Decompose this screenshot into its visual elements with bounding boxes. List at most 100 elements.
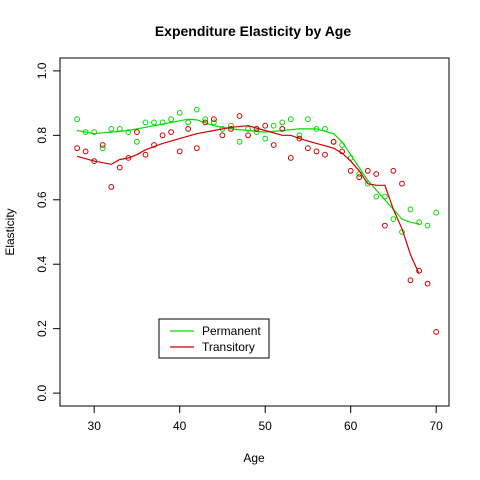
data-point-permanent	[99, 145, 106, 152]
data-point-transitory	[159, 132, 166, 139]
data-point-transitory	[228, 125, 234, 132]
x-tick-label: 60	[344, 419, 358, 433]
legend-label-permanent: Permanent	[202, 324, 261, 338]
data-point-permanent	[193, 106, 200, 113]
data-point-permanent	[305, 116, 311, 123]
data-point-transitory	[296, 135, 303, 142]
data-point-permanent	[134, 138, 140, 145]
data-point-permanent	[296, 132, 303, 139]
data-point-transitory	[219, 132, 226, 139]
y-tick-label: 0.6	[35, 191, 49, 208]
data-point-transitory	[142, 151, 149, 158]
data-point-transitory	[279, 125, 286, 132]
smooth-line-transitory	[76, 125, 420, 275]
data-point-permanent	[322, 125, 328, 132]
x-tick-label: 30	[88, 419, 102, 433]
x-tick-label: 50	[259, 419, 273, 433]
data-point-permanent	[176, 109, 183, 116]
x-tick-label: 70	[429, 419, 443, 433]
data-point-permanent	[202, 116, 209, 123]
data-point-permanent	[211, 119, 217, 126]
data-point-transitory	[433, 329, 440, 335]
data-point-transitory	[185, 125, 192, 132]
plot-frame	[59, 57, 450, 407]
legend-box	[158, 318, 270, 359]
y-axis-label: Elasticity	[3, 208, 17, 255]
y-tick-label: 0.8	[35, 127, 49, 144]
data-point-permanent	[116, 125, 123, 132]
data-point-transitory	[390, 167, 397, 174]
data-point-transitory	[407, 277, 414, 284]
data-point-transitory	[262, 122, 269, 129]
data-point-transitory	[373, 171, 380, 177]
data-point-permanent	[82, 129, 89, 136]
data-point-permanent	[159, 119, 166, 126]
data-point-permanent	[416, 219, 423, 226]
y-tick-label: 0.4	[35, 256, 49, 273]
data-point-transitory	[168, 129, 175, 136]
data-point-transitory	[74, 145, 80, 152]
data-point-transitory	[151, 142, 157, 148]
data-point-transitory	[176, 148, 183, 155]
data-point-permanent	[424, 222, 431, 229]
x-tick-label: 40	[173, 419, 187, 433]
data-point-transitory	[236, 113, 243, 119]
y-axis: 0.0 0.2 0.4 0.6 0.8 1.0	[35, 62, 60, 401]
series-transitory	[74, 113, 440, 335]
data-point-permanent	[433, 209, 440, 216]
data-point-permanent	[91, 129, 98, 136]
data-point-transitory	[339, 148, 346, 155]
data-point-transitory	[270, 142, 277, 148]
chart-title: Expenditure Elasticity by Age	[155, 23, 352, 39]
y-tick-label: 1.0	[35, 62, 49, 79]
data-point-permanent	[108, 125, 115, 132]
series-permanent	[74, 106, 440, 235]
data-point-transitory	[116, 164, 123, 171]
data-point-permanent	[125, 129, 132, 136]
data-point-transitory	[322, 151, 328, 158]
x-axis: 30 40 50 60 70	[88, 406, 443, 433]
data-point-permanent	[185, 119, 192, 126]
data-point-transitory	[108, 184, 115, 190]
data-point-permanent	[245, 125, 252, 132]
data-point-transitory	[287, 155, 294, 161]
data-point-permanent	[74, 116, 80, 123]
data-point-permanent	[373, 193, 380, 200]
data-point-transitory	[356, 174, 363, 181]
data-point-permanent	[407, 206, 414, 213]
data-point-transitory	[193, 145, 200, 152]
data-point-permanent	[262, 135, 269, 142]
data-point-permanent	[168, 116, 175, 123]
data-point-permanent	[287, 116, 294, 123]
data-point-transitory	[305, 145, 311, 152]
data-point-transitory	[202, 119, 209, 126]
data-point-transitory	[330, 138, 337, 145]
data-point-transitory	[82, 148, 89, 155]
data-point-permanent	[313, 125, 320, 132]
data-point-transitory	[347, 167, 354, 174]
data-point-permanent	[142, 119, 149, 126]
data-point-transitory	[399, 180, 405, 187]
data-point-transitory	[416, 267, 423, 274]
x-axis-label: Age	[243, 451, 265, 465]
data-point-transitory	[211, 116, 217, 123]
data-point-permanent	[390, 216, 397, 223]
data-point-transitory	[424, 280, 431, 287]
legend-label-transitory: Transitory	[202, 340, 255, 354]
legend: Permanent Transitory	[158, 318, 270, 359]
data-point-permanent	[270, 122, 277, 129]
data-point-transitory	[253, 125, 260, 132]
series-layer	[74, 106, 440, 335]
data-point-permanent	[151, 119, 157, 126]
data-point-permanent	[228, 122, 234, 129]
data-point-permanent	[253, 129, 260, 136]
data-point-transitory	[313, 148, 320, 155]
y-tick-label: 0.0	[35, 384, 49, 401]
data-point-transitory	[125, 155, 132, 161]
data-point-transitory	[382, 222, 388, 229]
data-point-permanent	[382, 193, 388, 200]
data-point-transitory	[134, 129, 140, 136]
data-point-transitory	[364, 167, 371, 174]
